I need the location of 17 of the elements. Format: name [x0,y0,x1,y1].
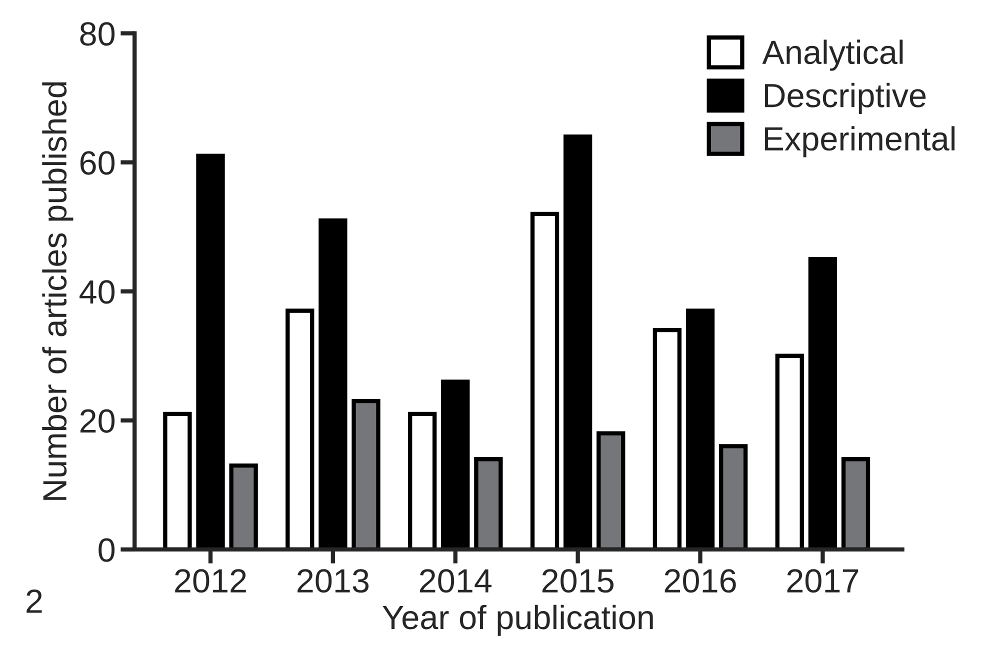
y-tick-label: 80 [80,22,115,46]
text: 2 [26,589,42,613]
x-axis-title: Year of publication [382,604,653,636]
x-tick-label: 2012 [175,569,246,593]
y-tick-label: 0 [98,538,115,562]
legend-label: Descriptive [764,82,926,114]
x-tick-label: 2015 [542,569,614,593]
legend-label: Analytical [762,40,903,71]
x-tick-label: 2014 [420,569,492,593]
legend-label: Experimental [764,126,955,158]
y-axis-title: Number of articles published [42,82,74,500]
x-tick-label: 2013 [298,569,369,593]
y-tick-label: 40 [80,280,115,304]
x-tick-label: 2017 [787,569,858,593]
y-tick-label: 20 [80,409,115,433]
x-tick-label: 2016 [664,569,736,593]
y-tick-label: 60 [80,151,115,175]
